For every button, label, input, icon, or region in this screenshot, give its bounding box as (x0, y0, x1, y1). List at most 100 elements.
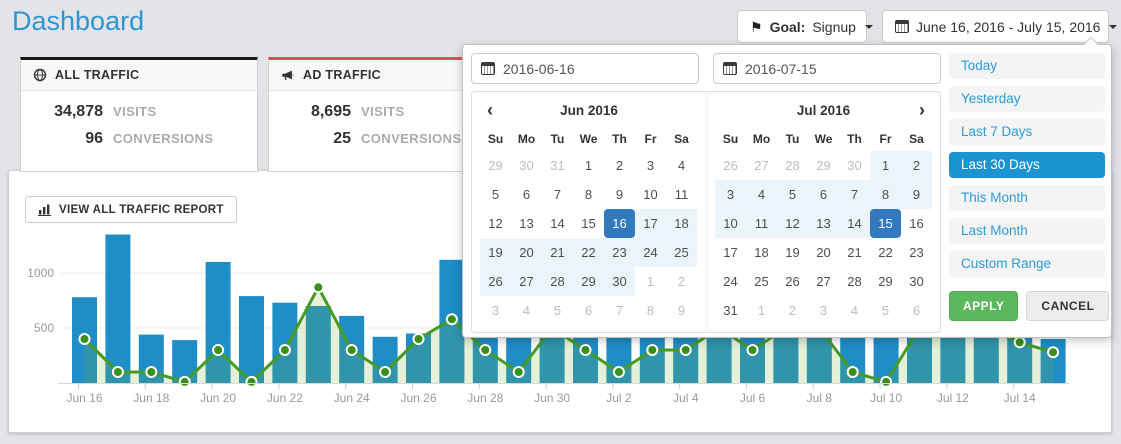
calendar-day[interactable]: 28 (542, 267, 573, 296)
calendar-day[interactable]: 20 (816, 245, 831, 260)
calendar-day[interactable]: 22 (573, 238, 604, 267)
calendar-day[interactable]: 19 (480, 238, 511, 267)
calendar-day[interactable]: 27 (511, 267, 542, 296)
calendar-day[interactable]: 21 (847, 245, 862, 260)
calendar-day[interactable]: 29 (488, 158, 503, 173)
calendar-day[interactable]: 26 (723, 158, 738, 173)
calendar-day[interactable]: 3 (646, 158, 655, 173)
calendar-day[interactable]: 4 (746, 180, 777, 209)
calendar-day[interactable]: 8 (646, 303, 655, 318)
calendar-day[interactable]: 1 (584, 158, 593, 173)
calendar-day[interactable]: 17 (723, 245, 738, 260)
calendar-day[interactable]: 10 (715, 209, 746, 238)
range-option[interactable]: Custom Range (949, 251, 1105, 277)
calendar-day[interactable]: 20 (511, 238, 542, 267)
card-all-traffic[interactable]: ALL TRAFFIC 34,878 VISITS 96 CONVERSIONS (20, 57, 258, 172)
calendar-day[interactable]: 5 (881, 303, 890, 318)
calendar-day[interactable]: 5 (491, 187, 500, 202)
calendar-day[interactable]: 4 (522, 303, 531, 318)
calendar-day[interactable]: 19 (785, 245, 800, 260)
calendar-day[interactable]: 27 (816, 274, 831, 289)
calendar-day[interactable]: 13 (808, 209, 839, 238)
apply-button[interactable]: APPLY (949, 291, 1019, 321)
calendar-day[interactable]: 18 (666, 209, 697, 238)
calendar-day[interactable]: 29 (573, 267, 604, 296)
calendar-day[interactable]: 11 (674, 187, 689, 202)
calendar-day[interactable]: 9 (677, 303, 686, 318)
calendar-day[interactable]: 14 (839, 209, 870, 238)
range-option[interactable]: Last 30 Days (949, 152, 1105, 178)
calendar-day[interactable]: 4 (677, 158, 686, 173)
calendar-day[interactable]: 7 (839, 180, 870, 209)
calendar-day[interactable]: 5 (777, 180, 808, 209)
calendar-day[interactable]: 29 (878, 274, 893, 289)
calendar-day[interactable]: 25 (666, 238, 697, 267)
calendar-day[interactable]: 28 (847, 274, 862, 289)
calendar-day[interactable]: 23 (909, 245, 924, 260)
range-option[interactable]: Yesterday (949, 86, 1105, 112)
calendar-day[interactable]: 7 (553, 187, 562, 202)
calendar-day[interactable]: 9 (615, 187, 624, 202)
calendar-day[interactable]: 1 (646, 274, 655, 289)
calendar-day[interactable]: 1 (757, 303, 766, 318)
calendar-day[interactable]: 12 (777, 209, 808, 238)
calendar-day[interactable]: 6 (808, 180, 839, 209)
goal-selector-button[interactable]: ⚑ Goal: Signup (737, 10, 873, 43)
calendar-day[interactable]: 8 (870, 180, 901, 209)
calendar-day[interactable]: 14 (550, 216, 565, 231)
calendar-day[interactable]: 6 (522, 187, 531, 202)
calendar-day[interactable]: 27 (754, 158, 769, 173)
calendar-day[interactable]: 15 (581, 216, 596, 231)
calendar-day[interactable]: 30 (847, 158, 862, 173)
chevron-left-icon[interactable]: ‹ (487, 100, 493, 120)
calendar-day[interactable]: 16 (604, 209, 635, 238)
calendar-day[interactable]: 26 (785, 274, 800, 289)
calendar-day[interactable]: 16 (909, 216, 924, 231)
calendar-day[interactable]: 3 (819, 303, 828, 318)
calendar-day[interactable]: 12 (488, 216, 503, 231)
range-option[interactable]: This Month (949, 185, 1105, 211)
calendar-day[interactable]: 1 (870, 151, 901, 180)
calendar-day[interactable]: 31 (723, 303, 738, 318)
calendar-day[interactable]: 28 (785, 158, 800, 173)
calendar-day[interactable]: 9 (901, 180, 932, 209)
calendar-day[interactable]: 15 (870, 209, 901, 238)
calendar-day[interactable]: 21 (542, 238, 573, 267)
calendar-day[interactable]: 23 (604, 238, 635, 267)
view-all-traffic-report-button[interactable]: VIEW ALL TRAFFIC REPORT (25, 196, 237, 223)
end-date-input[interactable] (745, 60, 931, 77)
range-option[interactable]: Last Month (949, 218, 1105, 244)
calendar-day[interactable]: 11 (746, 209, 777, 238)
calendar-day[interactable]: 5 (553, 303, 562, 318)
calendar-day[interactable]: 29 (816, 158, 831, 173)
calendar-day[interactable]: 31 (550, 158, 565, 173)
calendar-day[interactable]: 8 (584, 187, 593, 202)
calendar-day[interactable]: 25 (754, 274, 769, 289)
start-date-input[interactable] (503, 60, 689, 77)
cancel-button[interactable]: CANCEL (1026, 291, 1110, 321)
calendar-day[interactable]: 26 (480, 267, 511, 296)
calendar-day[interactable]: 6 (584, 303, 593, 318)
calendar-day[interactable]: 4 (850, 303, 859, 318)
range-option[interactable]: Last 7 Days (949, 119, 1105, 145)
calendar-day[interactable]: 6 (912, 303, 921, 318)
calendar-day[interactable]: 30 (519, 158, 534, 173)
calendar-day[interactable]: 3 (491, 303, 500, 318)
calendar-day[interactable]: 2 (788, 303, 797, 318)
calendar-day[interactable]: 17 (635, 209, 666, 238)
calendar-day[interactable]: 22 (878, 245, 893, 260)
start-date-field[interactable] (471, 53, 699, 84)
calendar-day[interactable]: 30 (604, 267, 635, 296)
calendar-day[interactable]: 2 (901, 151, 932, 180)
end-date-field[interactable] (713, 53, 941, 84)
calendar-day[interactable]: 30 (909, 274, 924, 289)
calendar-day[interactable]: 2 (615, 158, 624, 173)
range-option[interactable]: Today (949, 53, 1105, 79)
calendar-day[interactable]: 10 (643, 187, 658, 202)
date-range-button[interactable]: June 16, 2016 - July 15, 2016 (882, 10, 1118, 43)
calendar-day[interactable]: 13 (519, 216, 534, 231)
calendar-day[interactable]: 24 (635, 238, 666, 267)
chevron-right-icon[interactable]: › (919, 100, 925, 120)
calendar-day[interactable]: 24 (723, 274, 738, 289)
calendar-day[interactable]: 18 (754, 245, 769, 260)
